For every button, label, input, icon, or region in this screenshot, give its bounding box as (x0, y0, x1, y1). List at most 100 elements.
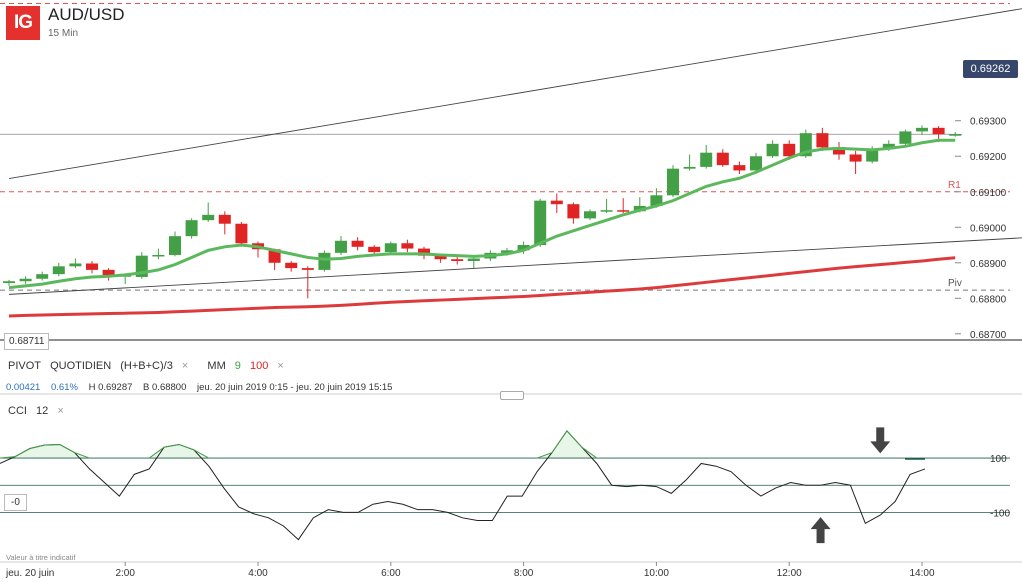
x-tick-label: 10:00 (644, 568, 669, 579)
mm-label: MM (207, 360, 226, 372)
candle-up (318, 252, 331, 270)
y-tick-label: 0.68800 (970, 294, 1007, 305)
candle-up (750, 156, 762, 171)
cci-overbought-segment (74, 452, 90, 459)
x-tick-label: 12:00 (777, 568, 802, 579)
x-tick-label: 2:00 (115, 568, 135, 579)
candle-down (716, 152, 729, 166)
candle-up (866, 149, 879, 162)
cci-panel: 100 -100 (0, 427, 1010, 544)
level-label-r2: R2 (948, 0, 961, 3)
x-tick-label: 8:00 (514, 568, 534, 579)
y-tick-label: 0.69000 (970, 223, 1007, 234)
candle-down (285, 262, 298, 269)
remove-cci-button[interactable]: × (57, 405, 64, 417)
trend-channel (8, 8, 1022, 295)
cci-overbought-segment (164, 443, 180, 448)
mm-short-period: 9 (234, 360, 241, 372)
candle-up (202, 214, 215, 221)
candle-up (667, 168, 679, 196)
x-tick-label: 14:00 (909, 568, 934, 579)
ma-9-line (8, 138, 956, 290)
pivot-formula: (H+B+C)/3 (120, 360, 173, 372)
candle-down (301, 268, 314, 270)
high-value: H 0.69287 (88, 382, 133, 393)
candle-down (351, 240, 364, 247)
candle-up (501, 250, 513, 253)
cci-overbought-segment (148, 446, 165, 459)
cci-overbought-segment (566, 430, 583, 448)
y-tick-label: 0.68900 (970, 259, 1007, 270)
cci-label: CCI (8, 405, 27, 417)
candle-up (650, 195, 663, 206)
candle-up (384, 243, 397, 253)
candle-down (418, 248, 430, 256)
candle-down (816, 133, 829, 148)
candle-down (434, 255, 447, 260)
price-info-row: 0.00421 0.61% H 0.69287 B 0.68800 jeu. 2… (6, 382, 400, 393)
ma-100-layer (8, 256, 956, 318)
candle-up (949, 134, 962, 136)
arrow-down-annotation (870, 427, 891, 454)
candle-up (335, 240, 347, 253)
cci-overbought-segment (14, 448, 31, 458)
level-label-r1: R1 (948, 180, 961, 191)
candle-up (467, 258, 480, 261)
cci-overbought-segment (536, 452, 553, 459)
remove-pivot-button[interactable]: × (181, 360, 189, 372)
trend-line-upper (8, 8, 1022, 180)
candle-up (600, 210, 613, 212)
candle-up (52, 266, 65, 275)
instrument-title: AUD/USD (48, 5, 125, 24)
cci-overbought-segment (581, 446, 598, 459)
pivot-type: QUOTIDIEN (50, 360, 112, 372)
disclaimer-text: Valeur à titre indicatif (6, 553, 76, 562)
cci-overbought-fill (0, 430, 925, 459)
candle-down (368, 246, 381, 253)
cci-overbought-segment (44, 443, 60, 446)
candle-down (401, 243, 414, 249)
x-tick-label: 6:00 (381, 568, 401, 579)
candle-down (849, 154, 862, 162)
timeframe-label: 15 Min (48, 28, 79, 39)
candle-up (882, 143, 895, 150)
mm-long-period: 100 (249, 360, 269, 372)
candle-up (683, 166, 696, 169)
change-percent: 0.61% (50, 382, 78, 393)
candle-down (932, 127, 945, 135)
cci-overbought-segment (0, 456, 15, 459)
candle-down (833, 147, 845, 155)
candle-up (36, 274, 49, 279)
candle-up (3, 281, 15, 284)
x-tick-label: jeu. 20 juin (5, 568, 54, 579)
candle-down (235, 223, 248, 244)
candle-down (783, 143, 796, 157)
level-label-piv: Piv (948, 278, 962, 289)
ig-logo: IG (6, 6, 40, 40)
cci-level-label: 100 (990, 454, 1007, 465)
cci-level-label: -100 (990, 508, 1010, 519)
remove-mm-button[interactable]: × (277, 360, 284, 372)
candle-down (617, 210, 630, 212)
cursor-price-label: 0.68711 (4, 333, 50, 350)
cci-overbought-segment (59, 444, 75, 454)
cci-overbought-segment (178, 443, 195, 451)
cci-overbought-segment (29, 444, 45, 450)
candle-up (169, 236, 181, 255)
candles (3, 125, 962, 299)
cci-period: 12 (36, 405, 49, 417)
candle-up (766, 143, 779, 157)
candle-up (700, 152, 713, 167)
y-tick-label: 0.69300 (970, 117, 1007, 128)
arrow-up-annotation (810, 517, 831, 544)
candle-up (185, 220, 198, 237)
cci-zero-label: -0 (4, 494, 27, 511)
candle-down (567, 204, 580, 219)
pivot-label: PIVOT (8, 360, 42, 372)
panel-resize-handle[interactable] (500, 391, 524, 400)
low-value: B 0.68800 (143, 382, 187, 393)
cci-overbought-segment (193, 449, 210, 459)
candle-up (19, 278, 32, 282)
candle-up (899, 131, 912, 144)
